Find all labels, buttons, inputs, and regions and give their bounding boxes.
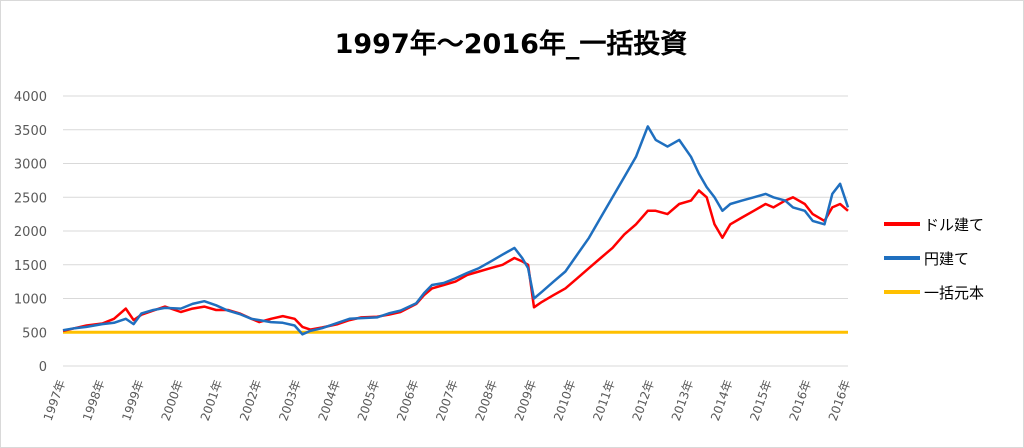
x-tick-label: 2011年	[590, 378, 618, 423]
chart-title: 1997年～2016年_一括投資	[334, 29, 688, 60]
y-axis-ticks: 0 500 1000 1500 2000 2500 3000 3500 4000	[14, 90, 47, 375]
y-tick-label: 1500	[14, 259, 47, 274]
y-tick-label: 2500	[14, 191, 47, 206]
x-tick-label: 2002年	[237, 378, 265, 423]
x-tick-label: 2013年	[669, 378, 697, 423]
x-tick-label: 2014年	[708, 378, 736, 423]
legend-item-dollar: ドル建て	[884, 214, 984, 234]
x-tick-label: 2008年	[472, 378, 500, 423]
x-tick-label: 2016年	[826, 378, 854, 423]
x-tick-label: 2003年	[276, 378, 304, 423]
legend-item-principal: 一括元本	[884, 282, 984, 302]
x-axis-ticks: 1997年 1998年 1999年 2000年 2001年 2002年 2003年 2004年…	[41, 378, 854, 423]
x-tick-label: 2001年	[198, 378, 226, 423]
x-tick-label: 1999年	[119, 378, 147, 423]
y-tick-label: 0	[39, 360, 47, 375]
y-tick-label: 4000	[14, 90, 47, 105]
legend-swatch-principal	[884, 290, 920, 294]
y-tick-label: 3500	[14, 124, 47, 139]
y-tick-label: 500	[22, 326, 47, 341]
x-tick-label: 1998年	[80, 378, 108, 423]
series-lines	[62, 125, 850, 336]
legend-label-principal: 一括元本	[924, 283, 985, 302]
legend-swatch-yen	[884, 256, 920, 260]
series-line-0	[62, 189, 849, 333]
x-tick-label: 2007年	[433, 378, 461, 423]
x-tick-label: 2000年	[158, 378, 186, 423]
x-tick-label: 2006年	[394, 378, 422, 423]
x-tick-label: 1997年	[41, 378, 69, 423]
series-line-1	[62, 125, 850, 336]
legend-label-dollar: ドル建て	[924, 215, 985, 234]
legend-swatch-dollar	[884, 222, 920, 226]
y-tick-label: 1000	[14, 293, 47, 308]
legend-item-yen: 円建て	[884, 248, 969, 268]
gridlines	[63, 95, 848, 367]
x-tick-label: 2015年	[747, 378, 775, 423]
x-tick-label: 2009年	[512, 378, 540, 423]
y-tick-label: 2000	[14, 225, 47, 240]
legend-label-yen: 円建て	[924, 249, 970, 268]
x-tick-label: 2012年	[629, 378, 657, 423]
y-tick-label: 3000	[14, 158, 47, 173]
x-tick-label: 2010年	[551, 378, 579, 423]
x-tick-label: 2005年	[355, 378, 383, 423]
x-tick-label: 2004年	[315, 378, 343, 423]
x-tick-label: 2016年	[786, 378, 814, 423]
